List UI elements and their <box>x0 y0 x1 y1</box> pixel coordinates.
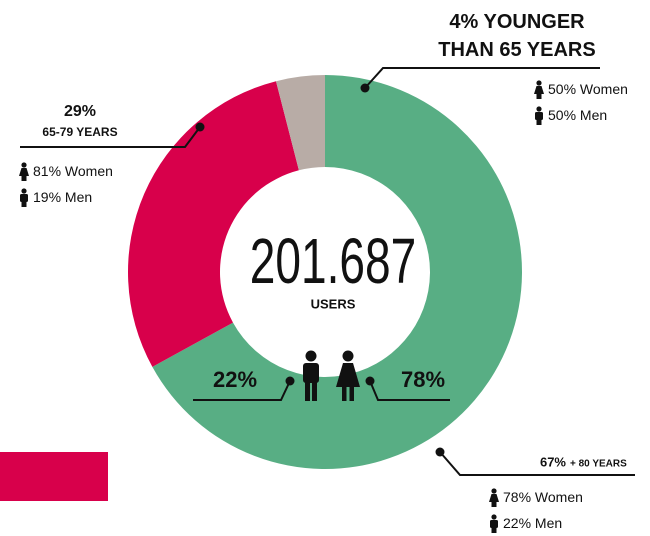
category-label: + 80 YEARS <box>570 459 627 470</box>
total-label: USERS <box>311 296 356 311</box>
icon-head <box>491 514 497 520</box>
breakdown-label: Men <box>535 515 562 531</box>
breakdown-row: 78% Women <box>503 489 583 505</box>
icon-legs <box>21 201 27 207</box>
icon-legs <box>21 175 27 181</box>
category-label: YOUNGER THAN 65 YEARS <box>438 11 596 61</box>
breakdown-value: 19% <box>33 189 61 205</box>
icon-head <box>21 188 27 194</box>
man-small-icon <box>535 106 543 125</box>
value-label: 67% <box>540 454 566 469</box>
women-share: 78% <box>401 367 445 392</box>
icon-head <box>491 488 497 494</box>
donut-segment <box>128 81 299 367</box>
breakdown-label: Women <box>580 81 628 97</box>
category-label: 65-79 YEARS <box>42 125 117 139</box>
icon-body <box>19 168 29 176</box>
icon-body <box>489 494 499 502</box>
breakdown-value: 81% <box>33 163 61 179</box>
leader-lines <box>20 67 635 476</box>
breakdown-label: Men <box>65 189 92 205</box>
breakdown-label: Men <box>580 107 607 123</box>
man-small-icon <box>490 514 498 533</box>
icon-head <box>21 162 27 168</box>
icon-legs <box>491 527 497 533</box>
decor-block <box>0 452 108 501</box>
donut-segment <box>152 75 523 469</box>
man-icon <box>303 350 319 401</box>
value-label: 4% <box>449 11 479 33</box>
breakdown-value: 22% <box>503 515 531 531</box>
leader-dots <box>195 83 445 457</box>
breakdown-value: 50% <box>548 81 576 97</box>
breakdown-label: Women <box>535 489 583 505</box>
man-small-icon <box>20 188 28 207</box>
woman-icon <box>336 350 360 401</box>
woman-small-icon <box>19 162 29 181</box>
icon-head <box>536 106 542 112</box>
breakdown-label: Women <box>65 163 113 179</box>
breakdown-row: 22% Men <box>503 515 562 531</box>
segment-heading: 4% YOUNGER THAN 65 YEARS <box>432 8 602 64</box>
icon-body <box>534 86 544 94</box>
icon-legs <box>491 501 497 507</box>
breakdown-row: 50% Men <box>548 107 607 123</box>
breakdown-value: 78% <box>503 489 531 505</box>
icon-body <box>490 520 498 528</box>
value-label: 29% <box>64 103 96 120</box>
icon-legs <box>536 119 542 125</box>
breakdown-row: 19% Men <box>33 189 92 205</box>
breakdown-value: 50% <box>548 107 576 123</box>
icon-body <box>20 194 28 202</box>
icon-body <box>535 112 543 120</box>
woman-small-icon <box>534 80 544 99</box>
woman-small-icon <box>489 488 499 507</box>
total: 201.687 <box>250 226 417 297</box>
breakdown-row: 81% Women <box>33 163 113 179</box>
donut-segment <box>276 75 325 171</box>
breakdown-row: 50% Women <box>548 81 628 97</box>
men-share: 22% <box>213 367 257 392</box>
icon-head <box>536 80 542 86</box>
icon-legs <box>536 93 542 99</box>
